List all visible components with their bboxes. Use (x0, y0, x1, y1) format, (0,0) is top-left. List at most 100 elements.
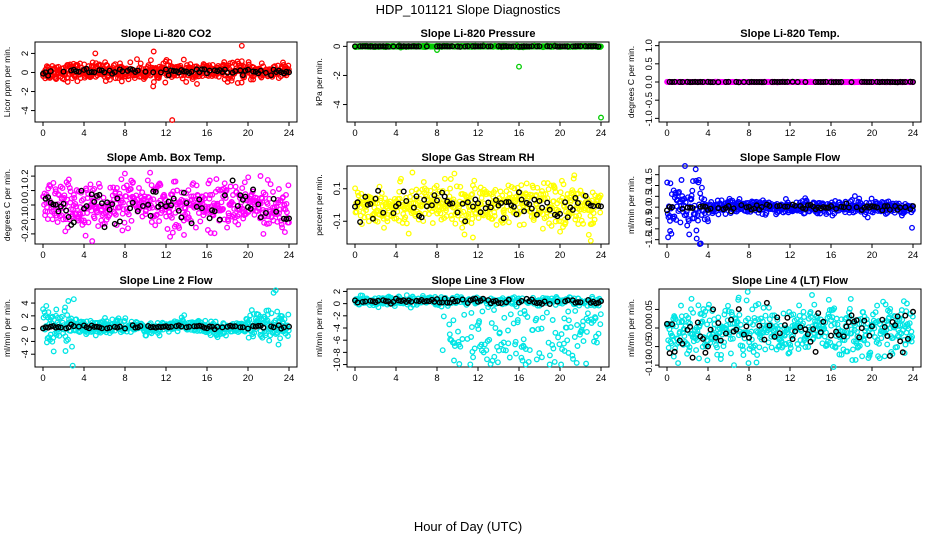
y-axis-label: ml/min per min. (626, 176, 636, 234)
hourly-point (104, 199, 111, 206)
data-point (266, 220, 272, 227)
data-point (493, 221, 500, 228)
data-point (283, 200, 290, 207)
hourly-point (239, 324, 246, 331)
hourly-point (237, 324, 244, 331)
data-point (529, 327, 536, 333)
hourly-point (738, 202, 745, 209)
hourly-point (382, 43, 389, 50)
hourly-point (459, 200, 466, 207)
data-point (459, 224, 466, 231)
data-point (571, 172, 578, 179)
panel-title: Slope Line 4 (LT) Flow (732, 275, 848, 287)
y-tick-label: -6 (332, 336, 343, 344)
data-point (708, 199, 715, 205)
x-tick-label: 16 (514, 373, 525, 384)
data-point (181, 312, 188, 319)
outlier-point (189, 76, 196, 83)
data-point (382, 195, 389, 202)
data-point (85, 219, 92, 226)
y-tick-label: -0.2 (20, 226, 31, 242)
data-point (571, 334, 578, 340)
data-point (227, 183, 234, 190)
data-point (514, 317, 521, 323)
hourly-point (359, 298, 366, 305)
data-point (239, 185, 246, 192)
data-point (449, 216, 455, 222)
data-point (550, 345, 557, 352)
hourly-point (60, 68, 67, 75)
hourly-point (239, 72, 246, 79)
hourly-point (822, 204, 829, 211)
data-point (701, 196, 708, 203)
hourly-point (121, 325, 128, 332)
hourly-point (838, 203, 845, 210)
data-point (475, 326, 482, 333)
data-point (560, 181, 567, 188)
y-axis-label: percent per min. (314, 174, 324, 235)
hourly-point (879, 207, 886, 214)
hourly-point (544, 43, 551, 50)
data-point (74, 78, 81, 85)
data-point (464, 196, 471, 203)
hourly-point (454, 43, 461, 50)
outlier-point (409, 169, 416, 176)
data-point (147, 57, 154, 64)
hourly-point (536, 197, 543, 204)
data-point (402, 214, 409, 221)
data-point (174, 187, 181, 194)
hourly-point (669, 204, 676, 211)
data-point (551, 185, 558, 192)
hourly-point (475, 200, 482, 207)
data-point (281, 316, 288, 323)
data-point (514, 319, 521, 326)
data-point (274, 308, 281, 315)
hourly-point (270, 195, 277, 202)
y-tick-label: 2 (332, 289, 343, 294)
data-point (280, 59, 286, 66)
data-point (136, 185, 142, 191)
data-point (457, 183, 464, 190)
hourly-point (157, 69, 164, 76)
outlier-point (693, 235, 700, 242)
hourly-point (57, 324, 64, 331)
hourly-point (669, 78, 676, 85)
data-point (492, 186, 499, 193)
data-point (501, 206, 508, 213)
data-point (264, 317, 271, 324)
hourly-point (477, 43, 484, 50)
hourly-point (206, 215, 213, 222)
x-tick-label: 0 (664, 128, 669, 139)
x-tick-label: 24 (596, 373, 607, 384)
data-point (557, 228, 564, 235)
outlier-point (272, 287, 279, 294)
hourly-point (774, 203, 781, 210)
hourly-point (286, 215, 293, 222)
data-point (121, 219, 128, 226)
y-tick-label: -8 (332, 348, 343, 356)
hourly-point (83, 203, 90, 210)
data-point (147, 169, 154, 176)
hourly-point (544, 199, 551, 206)
x-tick-label: 0 (352, 250, 357, 261)
x-tick-label: 0 (352, 373, 357, 384)
data-point (353, 208, 360, 215)
data-point (560, 340, 567, 347)
x-tick-label: 12 (473, 128, 484, 139)
data-point (455, 328, 461, 335)
hourly-point (592, 43, 599, 50)
data-point (397, 178, 404, 185)
data-point (672, 189, 679, 196)
x-tick-label: 20 (243, 128, 254, 139)
data-point (471, 185, 478, 192)
data-point (50, 179, 57, 186)
hourly-point (781, 203, 788, 210)
outlier-point (62, 348, 69, 354)
x-tick-label: 0 (352, 128, 357, 139)
x-tick-label: 8 (434, 250, 439, 261)
hourly-point (88, 191, 95, 198)
data-point (125, 76, 132, 83)
data-point (535, 326, 542, 333)
data-point (695, 179, 702, 186)
